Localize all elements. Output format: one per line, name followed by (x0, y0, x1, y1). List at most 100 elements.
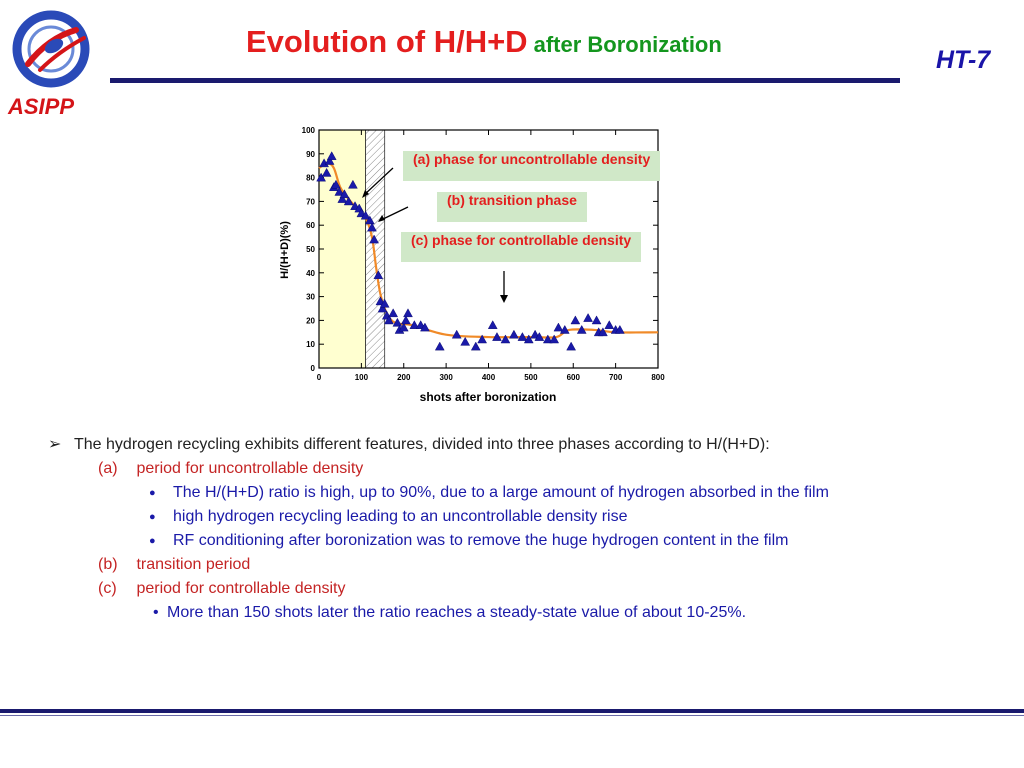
bullet-dot-icon: ● (149, 535, 156, 547)
annotation-c: (c) phase for controllable density (401, 232, 642, 262)
x-tick-label: 0 (317, 373, 322, 382)
x-axis-label: shots after boronization (420, 390, 557, 404)
data-point (316, 172, 326, 182)
title-main: Evolution of H/H+D (246, 24, 528, 59)
chart: 0 100 200 300 400 500 600 700 800 0 10 20 30 40 50 60 70… (279, 126, 665, 404)
data-point (343, 196, 354, 206)
data-point (321, 167, 332, 177)
data-point (409, 320, 420, 329)
phase-a-item-text: high hydrogen recycling leading to an un… (173, 508, 628, 525)
phase-a-item-text: RF conditioning after boronization was t… (173, 532, 789, 549)
phase-c-text: period for controllable density (136, 580, 346, 597)
x-tick-label: 800 (651, 373, 665, 382)
data-point (388, 308, 398, 318)
data-point (492, 332, 502, 341)
data-point (500, 334, 511, 344)
bullet-dot-icon: ● (149, 487, 156, 499)
phase-a-item: ● high hydrogen recycling leading to an … (48, 505, 1008, 529)
data-point (331, 179, 341, 189)
y-tick-label: 30 (306, 293, 315, 302)
phase-a-text: period for uncontrollable density (136, 460, 364, 477)
data-point (615, 325, 625, 334)
annotation-b: (b) transition phase (437, 192, 587, 222)
title-sub: after Boronization (533, 32, 722, 57)
data-point (334, 186, 345, 196)
data-point (398, 322, 409, 332)
intro-bullet: ➢ The hydrogen recycling exhibits differ… (48, 433, 1008, 457)
y-tick-label: 60 (306, 221, 315, 230)
x-tick-label: 700 (609, 373, 623, 382)
data-point (365, 215, 375, 225)
x-tick-label: 200 (397, 373, 411, 382)
y-tick-label: 50 (306, 245, 315, 254)
data-point (337, 194, 348, 203)
x-tick-label: 500 (524, 373, 538, 382)
phase-c-item-text: More than 150 shots later the ratio reac… (167, 604, 747, 621)
ht7-tag: HT-7 (936, 46, 991, 74)
data-point (360, 210, 371, 220)
y-tick-label: 20 (306, 316, 315, 325)
arrow-a-head (362, 190, 369, 198)
phase-c-item: • More than 150 shots later the ratio re… (48, 601, 1008, 625)
phase-region-1 (365, 129, 386, 369)
bullet-dot-icon: • (153, 604, 159, 621)
data-point (487, 320, 498, 329)
y-axis-label: H/(H+D)(%) (279, 221, 291, 279)
data-point (566, 341, 576, 351)
asipp-logo-icon (12, 10, 90, 88)
x-tick-label: 100 (355, 373, 369, 382)
data-point (373, 270, 384, 279)
data-point (583, 313, 593, 322)
arrow-a (363, 167, 394, 196)
y-tick-label: 70 (306, 197, 315, 206)
phase-a-item: ● RF conditioning after boronization was… (48, 529, 1008, 553)
y-tick-label: 90 (306, 150, 315, 159)
data-point (451, 329, 462, 339)
y-tick-label: 100 (302, 126, 316, 135)
bullet-dot-icon: ● (149, 511, 156, 523)
data-point (339, 189, 350, 199)
data-point (367, 222, 377, 232)
data-point (403, 308, 413, 318)
data-point (326, 151, 337, 160)
footer-divider-thin (0, 715, 1024, 716)
data-point (517, 332, 528, 341)
phase-b-label: (b) (98, 556, 118, 573)
phase-a-label: (a) (98, 460, 118, 477)
data-point (549, 334, 560, 344)
data-point (348, 179, 358, 189)
data-point (392, 317, 403, 327)
data-point (559, 325, 570, 334)
asipp-logo: ASIPP (6, 8, 98, 119)
phase-a-item: ● The H/(H+D) ratio is high, up to 90%, … (48, 481, 1008, 505)
data-point (460, 336, 471, 346)
data-point (591, 315, 602, 325)
data-point (534, 332, 545, 341)
y-tick-label: 80 (306, 174, 315, 183)
phase-b-text: transition period (136, 556, 251, 573)
phase-a: (a) period for uncontrollable density (48, 457, 1008, 481)
data-point (576, 325, 587, 334)
data-point (604, 320, 615, 329)
data-point (434, 341, 445, 351)
bullet-list: ➢ The hydrogen recycling exhibits differ… (48, 433, 1008, 625)
data-point (377, 303, 388, 313)
data-point (420, 322, 430, 332)
intro-text: The hydrogen recycling exhibits differen… (74, 436, 770, 453)
title-divider (110, 78, 900, 83)
data-point (384, 315, 394, 325)
data-point (324, 156, 335, 165)
phase-c: (c) period for controllable density (48, 577, 1008, 601)
data-point (369, 234, 379, 244)
phase-a-item-text: The H/(H+D) ratio is high, up to 90%, du… (173, 484, 829, 501)
data-point (401, 315, 411, 325)
arrow-bullet-icon: ➢ (48, 436, 62, 453)
data-point (570, 315, 581, 325)
arrow-b-head (378, 215, 385, 222)
arrow-b (380, 206, 409, 221)
phase-c-label: (c) (98, 580, 117, 597)
phase-b: (b) transition period (48, 553, 1008, 577)
logo-text: ASIPP (8, 94, 75, 119)
x-tick-label: 400 (482, 373, 496, 382)
data-point (379, 298, 390, 308)
